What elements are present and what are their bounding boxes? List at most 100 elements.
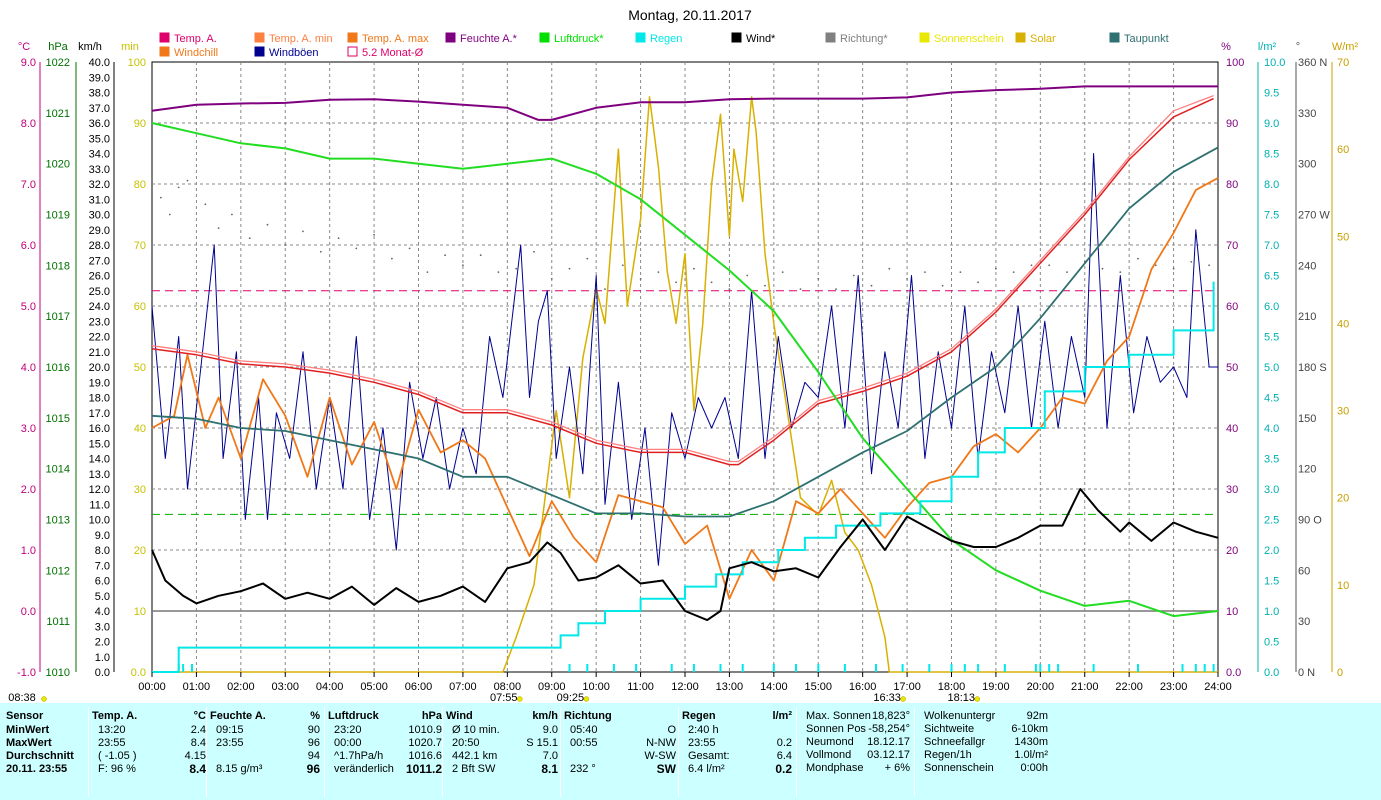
axis-tick: 7.0 xyxy=(21,179,36,191)
direction-point xyxy=(995,267,997,270)
direction-point xyxy=(657,271,660,273)
axis-tick: 4.5 xyxy=(1264,393,1279,405)
direction-point xyxy=(284,244,287,246)
axis-tick: 100 xyxy=(1226,57,1244,69)
x-tick-label: 08:00 xyxy=(494,681,522,693)
footer-cell-label: Sonnenschein xyxy=(924,762,994,774)
axis-tick: 100 xyxy=(128,57,146,69)
footer-row: 23:55 96 xyxy=(210,737,320,750)
footer-cell-label: 2 Bft SW xyxy=(452,763,496,775)
direction-point xyxy=(746,274,749,277)
rain-event xyxy=(963,664,966,672)
axis-tick: 1015 xyxy=(46,413,70,425)
axis-tick: 1.0 xyxy=(21,545,36,557)
legend-swatch xyxy=(635,32,646,43)
x-marker-label: 18:13 xyxy=(948,692,976,703)
footer-cell-label: Ø 10 min. xyxy=(452,724,500,736)
footer-cell-label: 05:40 xyxy=(570,724,598,736)
axis-tick: 8.5 xyxy=(1264,149,1279,161)
footer-cell-value: 94 xyxy=(307,750,320,762)
axis-tick: 24.0 xyxy=(89,301,110,313)
rain-event xyxy=(670,664,673,672)
footer-cell-label: 09:15 xyxy=(216,724,244,736)
stats-footer: Sensor MinWert MaxWert Durchschnitt 20.11. 2… xyxy=(0,703,1381,800)
footer-cell-label: 2:40 h xyxy=(688,724,719,736)
axis-tick: 40.0 xyxy=(89,57,110,69)
x-tick-label: 07:00 xyxy=(449,681,477,693)
direction-point xyxy=(248,237,251,240)
axis-tick: 32.0 xyxy=(89,179,110,191)
axis-tick: 1018 xyxy=(46,260,70,272)
axis-tick: 1014 xyxy=(46,464,70,476)
footer-row: 23:55 0.2 xyxy=(682,737,792,750)
footer-header: Luftdruck hPa xyxy=(328,710,442,723)
legend-swatch xyxy=(159,32,170,43)
rain-event xyxy=(612,664,615,672)
footer-row: F: 96 % 8.4 xyxy=(92,763,206,776)
direction-point xyxy=(231,213,233,216)
axis-tick: 1016 xyxy=(46,362,70,374)
footer-cell-value: S 15.1 xyxy=(526,737,558,749)
axis-tick: 60 xyxy=(1337,144,1349,156)
axis-tick: 31.0 xyxy=(89,194,110,206)
footer-row: 09:15 90 xyxy=(210,724,320,737)
rain-event xyxy=(950,664,953,672)
legend-label: Solar xyxy=(1030,33,1056,45)
direction-point xyxy=(728,288,731,290)
direction-point xyxy=(781,271,784,273)
axis-tick: 5.0 xyxy=(1264,362,1279,374)
x-tick-label: 01:00 xyxy=(183,681,211,693)
axis-tick: 21.0 xyxy=(89,347,110,359)
legend-label: 5.2 Monat-Ø xyxy=(362,47,424,59)
axis-tick: 0.0 xyxy=(1264,667,1279,679)
legend-label: Richtung* xyxy=(840,33,888,45)
footer-column: Wolkenuntergr 92m Sichtweite 6-10km Schneefa… xyxy=(918,703,1048,800)
direction-point xyxy=(1190,261,1193,263)
footer-cell-value: 1016.6 xyxy=(408,750,442,762)
axis-tick: 1020 xyxy=(46,159,70,171)
axis-tick: 0 N xyxy=(1298,667,1315,679)
footer-cell-value: 96 xyxy=(307,737,320,749)
axis-tick: 27.0 xyxy=(89,255,110,267)
footer-cell-label: Schneefallgr xyxy=(924,736,986,748)
footer-column: Max. Sonnen 18,823° Sonnen Pos -58,254° Neum… xyxy=(800,703,910,800)
footer-header: Feuchte A.% xyxy=(210,710,320,723)
x-tick-label: 00:00 xyxy=(138,681,166,693)
footer-header-title: Regen xyxy=(682,710,716,722)
axis-tick: 50 xyxy=(134,362,146,374)
legend-swatch xyxy=(539,32,550,43)
humidity-line xyxy=(151,85,1218,121)
windchill-line xyxy=(151,177,1219,600)
footer-column: Sensor MinWert MaxWert Durchschnitt 20.11. 2… xyxy=(6,703,86,800)
footer-cell-label: Mondphase xyxy=(806,762,864,774)
legend: Temp. A. Temp. A. min Temp. A. max Feuchte … xyxy=(159,32,1169,59)
footer-row: Max. Sonnen 18,823° xyxy=(800,710,910,723)
direction-point xyxy=(693,267,695,270)
footer-separator xyxy=(206,707,207,797)
footer-row: 2:40 h xyxy=(682,724,792,737)
axis-tick: 240 xyxy=(1298,260,1316,272)
legend-label: Sonnenschein xyxy=(934,33,1004,45)
direction-point xyxy=(1066,271,1068,273)
footer-cell-value: 2.4 xyxy=(190,724,206,736)
footer-cell-value: 18,823° xyxy=(871,710,910,722)
axis-tick: 1017 xyxy=(46,311,70,323)
axis-tick: 1022 xyxy=(46,57,70,69)
x-tick-label: 04:00 xyxy=(316,681,344,693)
rain-event xyxy=(586,664,589,672)
footer-row: Mondphase + 6% xyxy=(800,762,910,775)
footer-cell-value: -58,254° xyxy=(868,723,910,735)
x-tick-label: 23:00 xyxy=(1160,681,1188,693)
axis-unit: km/h xyxy=(78,41,102,53)
axis-tick: 9.0 xyxy=(1264,118,1279,130)
footer-cell-label: ^1.7hPa/h xyxy=(334,750,384,762)
axis-tick: 3.0 xyxy=(95,621,110,633)
footer-column: Richtung 05:40 O 00:55 N-NW W-SW 232 ° SW xyxy=(564,703,676,800)
direction-point xyxy=(941,284,944,287)
footer-cell-value: 18.12.17 xyxy=(867,736,910,748)
x-tick-label: 11:00 xyxy=(627,681,654,693)
axis-tick: 60 xyxy=(1226,301,1238,313)
footer-cell-label: 23:55 xyxy=(98,737,126,749)
axis-tick: 12.0 xyxy=(89,484,110,496)
direction-point xyxy=(852,274,855,277)
